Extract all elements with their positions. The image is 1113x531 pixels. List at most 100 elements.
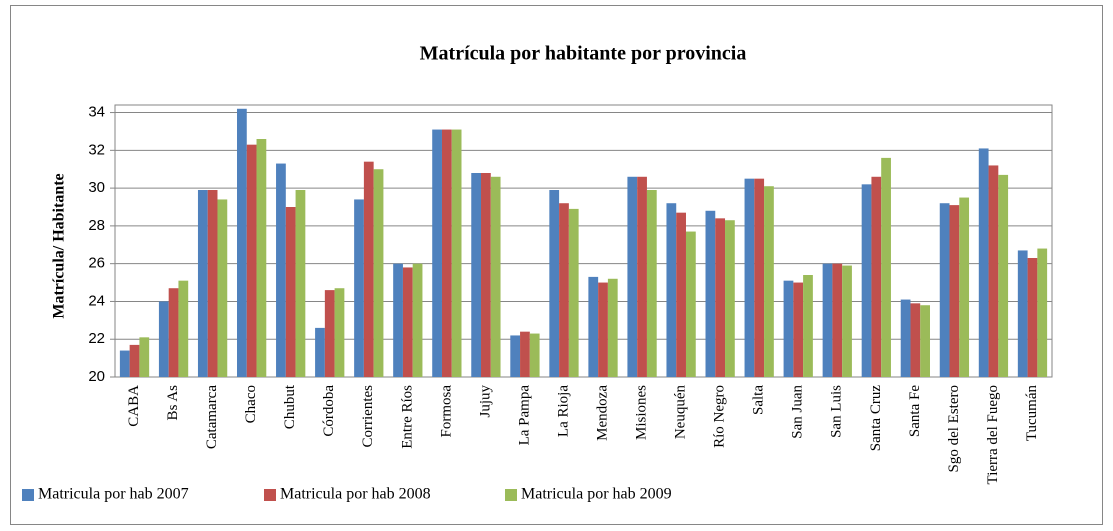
x-tick-label: Sgo del Estero: [946, 385, 962, 473]
bar: [158, 301, 169, 377]
bar: [627, 176, 638, 377]
y-tick-label: 26: [88, 255, 105, 272]
bar: [920, 305, 930, 377]
bar: [207, 190, 218, 377]
x-tick-label: CABA: [126, 385, 142, 427]
bar: [568, 208, 579, 377]
y-tick-label: 34: [88, 104, 105, 121]
bar: [637, 176, 647, 377]
bar: [315, 327, 325, 377]
bar: [939, 203, 950, 377]
bar: [178, 280, 189, 377]
bar: [832, 263, 843, 377]
x-tick-label: Entre Ríos: [399, 385, 415, 449]
bar: [793, 282, 804, 377]
bar: [246, 144, 257, 377]
bar: [451, 129, 462, 377]
bar: [861, 184, 872, 377]
bar: [217, 199, 228, 377]
bar: [666, 203, 677, 377]
x-tick-label: Neuquén: [673, 385, 689, 440]
bar: [510, 335, 521, 377]
x-tick-label: Tucumán: [1024, 385, 1040, 442]
x-tick-label: Salta: [751, 385, 767, 415]
x-tick-label: La Rioja: [555, 385, 571, 437]
x-tick-label: Santa Cruz: [868, 385, 884, 452]
legend-swatch: [22, 489, 34, 501]
bar: [1027, 258, 1038, 377]
x-tick-label: Misiones: [634, 385, 650, 440]
bar: [1017, 250, 1028, 377]
bar: [978, 148, 989, 377]
legend-label: Matricula por hab 2007: [38, 486, 189, 503]
bar: [129, 344, 140, 377]
bar: [598, 282, 608, 377]
y-tick-label: 32: [88, 141, 105, 158]
bar: [871, 176, 882, 377]
bar: [373, 169, 384, 377]
x-tick-label: Chaco: [243, 385, 259, 423]
x-tick-label: San Luis: [829, 385, 845, 438]
bar: [725, 220, 735, 377]
bar: [900, 299, 911, 377]
x-tick-label: Catamarca: [204, 385, 220, 449]
bar: [881, 157, 891, 377]
bar: [529, 333, 540, 377]
x-tick-label: Chubut: [282, 384, 298, 429]
bar: [646, 190, 657, 377]
x-tick-label: Santa Fe: [907, 385, 923, 437]
x-tick-label: Mendoza: [594, 385, 610, 441]
y-tick-label: 30: [88, 179, 105, 196]
bar: [441, 129, 452, 377]
bar: [354, 199, 364, 377]
bar: [256, 139, 267, 377]
bar: [295, 190, 306, 377]
y-axis-label: Matrícula/ Habitante: [51, 173, 68, 318]
bar: [744, 178, 755, 377]
y-tick-label: 24: [88, 292, 105, 309]
bar: [119, 350, 130, 377]
x-tick-label: Formosa: [438, 385, 454, 438]
bar: [412, 263, 423, 377]
bar: [754, 178, 765, 377]
legend-label: Matricula por hab 2009: [521, 486, 672, 503]
x-tick-label: Jujuy: [477, 385, 493, 418]
bar: [139, 337, 150, 377]
x-tick-label: Tierra del Fuego: [985, 385, 1001, 484]
x-tick-label: Río Negro: [712, 385, 728, 448]
bar: [588, 276, 599, 377]
bar: [822, 263, 833, 377]
bar: [676, 212, 686, 377]
bar: [197, 190, 208, 377]
legend-swatch: [505, 489, 517, 501]
bar: [949, 205, 960, 377]
x-tick-label: San Juan: [790, 385, 806, 439]
chart-title: Matrícula por habitante por provincia: [420, 43, 747, 65]
bar: [402, 267, 413, 377]
legend-swatch: [264, 489, 276, 501]
bar: [988, 165, 999, 377]
bar: [705, 210, 716, 377]
bar: [237, 108, 247, 378]
bar: [685, 231, 696, 377]
bar: [490, 176, 501, 377]
bar: [432, 129, 442, 377]
y-tick-label: 22: [88, 330, 105, 347]
bar: [607, 278, 618, 377]
bar: [168, 288, 179, 377]
bar: [276, 163, 286, 377]
x-tick-label: Bs As: [165, 385, 181, 421]
bar: [471, 173, 482, 377]
bar: [559, 203, 569, 377]
bar: [783, 280, 794, 377]
bar: [549, 190, 560, 377]
bar: [959, 197, 970, 377]
x-tick-label: Córdoba: [321, 385, 337, 437]
bar: [520, 331, 530, 377]
bar: [393, 263, 403, 377]
legend-label: Matricula por hab 2008: [280, 486, 431, 503]
y-tick-label: 28: [88, 217, 105, 234]
bar: [910, 303, 921, 377]
bar: [334, 288, 345, 377]
